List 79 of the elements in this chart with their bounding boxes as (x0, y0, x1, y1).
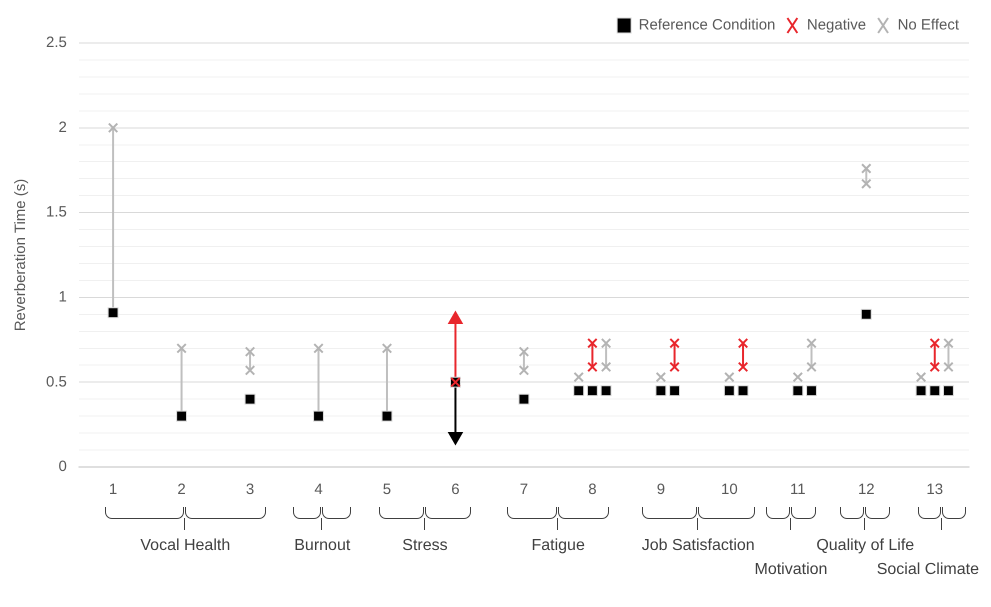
point (943, 362, 954, 372)
point (655, 385, 666, 396)
x-tick-label: 10 (721, 481, 738, 498)
point (792, 372, 804, 382)
point (738, 362, 748, 372)
point (738, 385, 748, 396)
point (806, 338, 817, 348)
x-tick-label: 6 (451, 481, 460, 498)
text: Stress (402, 537, 448, 555)
x-tick-label: 8 (588, 481, 597, 498)
text: Vocal Health (140, 537, 230, 555)
point (382, 343, 392, 354)
x-tick-label: 9 (656, 481, 666, 498)
y-tick-label: 1 (58, 288, 67, 306)
point (573, 385, 584, 396)
point (108, 122, 118, 134)
x-tick-label: 11 (790, 481, 806, 498)
point (669, 362, 680, 372)
x-tick-label: 1 (108, 481, 118, 498)
text: Job Satisfaction (642, 537, 755, 555)
text: Motivation (754, 561, 828, 579)
x-tick-label: 2 (177, 481, 186, 498)
point (244, 394, 256, 405)
y-tick-label: 1.5 (46, 204, 67, 221)
x-tick-label: 12 (858, 481, 875, 498)
point (382, 410, 392, 422)
point (176, 410, 188, 422)
point (861, 178, 872, 190)
y-tick-label: 0 (58, 458, 67, 476)
point (600, 338, 612, 348)
point (587, 362, 598, 372)
y-tick-label: 2 (58, 118, 67, 136)
x-tick-label: 7 (520, 481, 528, 498)
point (586, 385, 598, 396)
y-tick-label: 0.5 (46, 373, 67, 390)
point (860, 308, 872, 320)
x-tick-label: 5 (382, 481, 392, 498)
point (656, 372, 666, 382)
point (738, 338, 748, 348)
point (600, 362, 612, 372)
point (313, 343, 324, 354)
point (244, 346, 256, 357)
point (916, 385, 927, 396)
point (943, 338, 954, 348)
point (806, 362, 817, 372)
text: Social Climate (876, 561, 979, 579)
x-tick-label: 4 (314, 481, 323, 498)
point (244, 365, 256, 376)
point (518, 346, 530, 357)
point (669, 385, 680, 396)
point (600, 385, 612, 396)
text: Quality of Life (816, 537, 914, 555)
point (724, 385, 735, 396)
point (916, 372, 926, 382)
legend-label: Reference Condition (638, 16, 776, 34)
legend-label: No Effect (898, 16, 960, 34)
point (669, 338, 680, 348)
point (518, 365, 530, 376)
text: Burnout (294, 537, 350, 555)
point (724, 372, 735, 382)
point (573, 372, 584, 382)
point (587, 338, 598, 348)
point (108, 307, 119, 318)
point (929, 385, 940, 396)
point (806, 385, 817, 396)
point (930, 362, 940, 372)
point (518, 394, 530, 405)
y-axis-title: Reverberation Time (s) (12, 178, 30, 332)
point (792, 385, 804, 396)
y-tick-label: 2.5 (46, 34, 67, 52)
point (930, 338, 940, 348)
x-tick-label: 13 (926, 481, 944, 498)
point (176, 343, 187, 354)
point (313, 410, 324, 422)
text: Fatigue (531, 537, 585, 555)
legend-label: Negative (806, 16, 866, 34)
point (943, 385, 954, 396)
x-tick-label: 3 (246, 481, 254, 498)
point (861, 163, 872, 174)
